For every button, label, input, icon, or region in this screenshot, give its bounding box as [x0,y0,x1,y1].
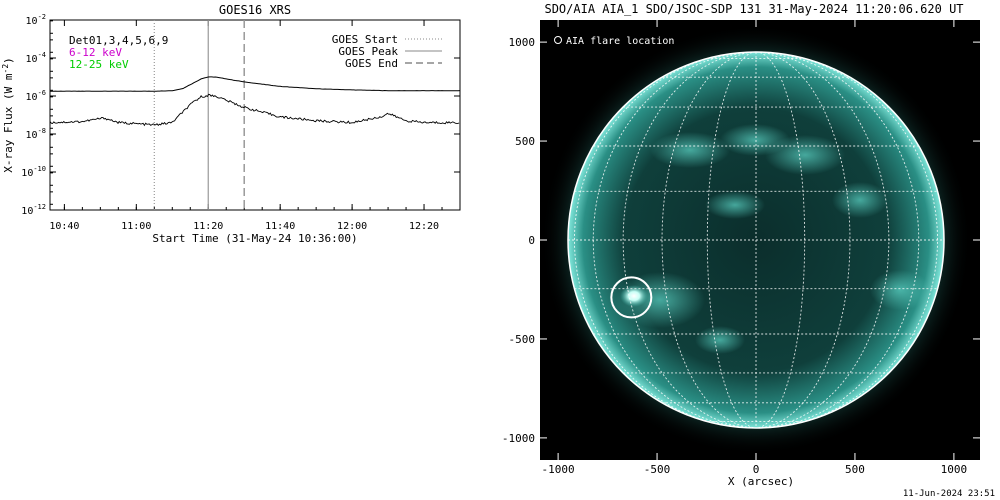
active-region [832,182,888,218]
aia-legend-circle-icon [554,36,562,44]
aia-image-panel: SDO/AIA AIA_1 SDO/JSOC-SDP 131 31-May-20… [502,2,980,488]
goes-x-tick-label: 11:20 [193,221,223,232]
goes-event-markers [153,20,245,210]
aia-title: SDO/AIA AIA_1 SDO/JSOC-SDP 131 31-May-20… [544,2,963,16]
active-region [705,191,765,219]
flare-location-circle [610,276,653,319]
goes-y-tick-label: 10-2 [26,13,46,27]
legend-goes-peak: GOES Peak [338,45,398,58]
aia-x-tick-label: 1000 [941,463,968,476]
legend-6-12kev: 6-12 keV [69,46,122,59]
goes-y-tick-label: 10-12 [21,203,46,217]
grid-longitude-line [573,52,757,428]
legend-12-25kev: 12-25 keV [69,58,129,71]
aia-x-label: X (arcsec) [728,475,794,488]
grid-longitude-line [755,52,890,428]
aia-x-tick-label: 500 [845,463,865,476]
heliographic-grid [568,52,944,428]
aia-y-tick-label: 0 [528,234,535,247]
goes-y-tick-label: 10-8 [26,127,46,141]
goes-title: GOES16 XRS [219,3,291,17]
goes-series-line [50,93,460,127]
goes-plot-frame [49,19,461,211]
aia-legend-label: AIA flare location [566,36,674,47]
flare-bright-kernel [620,285,648,307]
flare-location-marker [610,276,653,319]
grid-longitude-line [661,52,757,428]
legend-detectors: Det01,3,4,5,6,9 [69,34,168,47]
aia-x-tick-label: -500 [644,463,671,476]
goes-y-tick-label: 10-6 [26,89,46,103]
goes-x-tick-label: 12:00 [337,221,367,232]
goes-x-label: Start Time (31-May-24 10:36:00) [152,232,357,245]
active-region [765,135,845,175]
active-region [870,270,930,310]
goes-x-tick-label: 12:20 [409,221,439,232]
goes-y-label: X-ray Flux (W m-2) [1,57,15,173]
goes-y-tick-label: 10-10 [21,165,46,179]
goes-x-tick-label: 11:40 [265,221,295,232]
goes-y-axis: 10-2 10-4 10-6 10-8 10-10 10-12 [21,13,460,217]
active-region [650,132,730,168]
grid-longitude-line [706,52,757,428]
goes-xray-chart: GOES16 XRS 10-2 10-4 10-6 10-8 10-10 10-12 10… [1,3,461,245]
goes-series-line [50,76,460,92]
aia-y-tick-label: -500 [509,333,536,346]
aia-x-tick-label: -1000 [542,463,575,476]
active-regions [615,124,930,354]
goes-x-tick-label: 10:40 [49,221,79,232]
legend-goes-end: GOES End [345,57,398,70]
active-region [695,326,745,354]
footer-timestamp: 11-Jun-2024 23:51 [903,489,995,499]
goes-x-tick-label: 11:00 [121,221,151,232]
goes-series-group [50,76,460,127]
aia-y-tick-label: 500 [515,135,535,148]
aia-y-tick-label: -1000 [502,432,535,445]
grid-longitude-line [755,52,806,428]
grid-longitude-line [622,52,757,428]
goes-y-tick-label: 10-4 [26,51,46,65]
aia-y-axis: 1000 500 0 -500 -1000 [502,36,980,445]
grid-longitude-line [755,52,939,428]
grid-longitude-line [755,52,851,428]
aia-y-tick-label: 1000 [509,36,536,49]
aia-x-tick-label: 0 [753,463,760,476]
legend-goes-start: GOES Start [332,33,398,46]
aia-x-axis: -1000 -500 0 500 1000 [542,20,968,476]
solar-limb [567,51,945,429]
